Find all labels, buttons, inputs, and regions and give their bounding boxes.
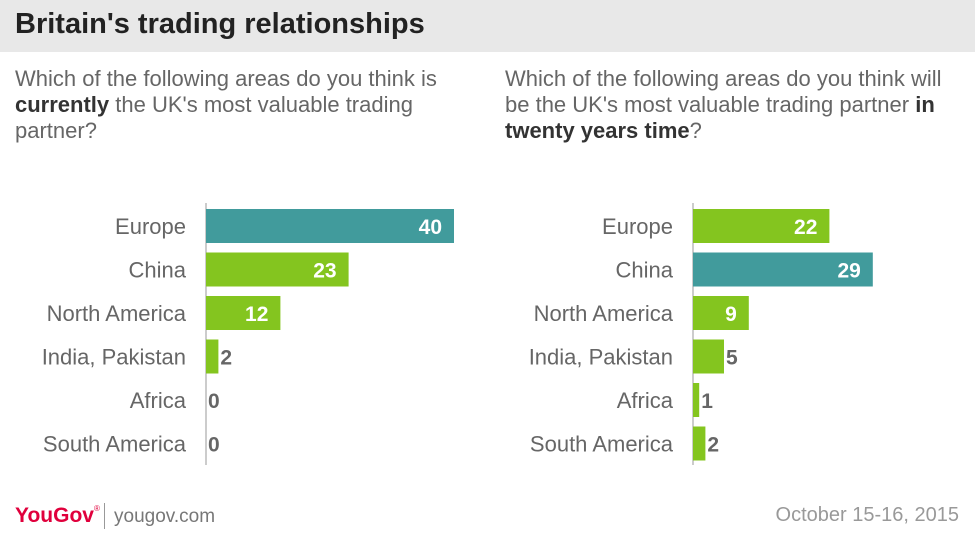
data-label: 2 bbox=[220, 347, 232, 370]
question-current: Which of the following areas do you thin… bbox=[15, 66, 480, 144]
page-title: Britain's trading relationships bbox=[15, 8, 425, 40]
category-label: Africa bbox=[617, 388, 674, 413]
data-label: 2 bbox=[707, 434, 719, 457]
data-label: 9 bbox=[725, 303, 737, 326]
category-label: Europe bbox=[115, 214, 186, 239]
bar bbox=[206, 296, 281, 330]
bar bbox=[693, 296, 749, 330]
category-label: North America bbox=[47, 301, 187, 326]
category-label: China bbox=[616, 258, 674, 283]
question-future-before: Which of the following areas do you thin… bbox=[505, 66, 942, 117]
data-label: 0 bbox=[208, 434, 220, 457]
category-label: South America bbox=[43, 432, 187, 457]
bar bbox=[693, 383, 700, 417]
question-current-emphasis: currently bbox=[15, 92, 110, 117]
data-label: 40 bbox=[419, 216, 442, 239]
data-label: 1 bbox=[701, 390, 713, 413]
bar bbox=[206, 252, 349, 287]
bar bbox=[693, 209, 830, 243]
yougov-logo: YouGov® bbox=[15, 504, 100, 527]
data-label: 22 bbox=[794, 216, 817, 239]
question-future-after: ? bbox=[689, 118, 702, 143]
bar bbox=[693, 426, 706, 461]
data-label: 23 bbox=[313, 260, 336, 283]
question-current-after: the UK's most valuable trading partner? bbox=[15, 92, 413, 143]
data-label: 0 bbox=[208, 390, 220, 413]
bar bbox=[693, 339, 724, 374]
question-future: Which of the following areas do you thin… bbox=[505, 66, 970, 144]
site-link[interactable]: yougov.com bbox=[114, 506, 216, 527]
category-label: Africa bbox=[130, 388, 187, 413]
data-label: 29 bbox=[837, 260, 860, 283]
question-current-before: Which of the following areas do you thin… bbox=[15, 66, 437, 91]
brand-name: YouGov bbox=[15, 504, 94, 527]
bar bbox=[693, 252, 873, 287]
data-label: 12 bbox=[245, 303, 268, 326]
category-label: India, Pakistan bbox=[529, 345, 673, 370]
bar bbox=[206, 339, 219, 374]
question-future-emphasis: in twenty years time bbox=[505, 92, 935, 143]
bar bbox=[206, 209, 454, 243]
category-label: China bbox=[129, 258, 187, 283]
chart-current: Europe 40 China 23 North America 12 India, Pak… bbox=[42, 203, 454, 465]
category-label: South America bbox=[530, 432, 674, 457]
title-bar: Britain's trading relationships bbox=[0, 0, 975, 52]
data-label: 5 bbox=[726, 347, 738, 370]
category-label: North America bbox=[534, 301, 674, 326]
category-label: Europe bbox=[602, 214, 673, 239]
chart-future: Europe 22 China 29 North America 9 India, Paki… bbox=[529, 203, 873, 465]
footer-divider bbox=[104, 503, 105, 529]
category-label: India, Pakistan bbox=[42, 345, 186, 370]
survey-date: October 15-16, 2015 bbox=[775, 504, 959, 526]
